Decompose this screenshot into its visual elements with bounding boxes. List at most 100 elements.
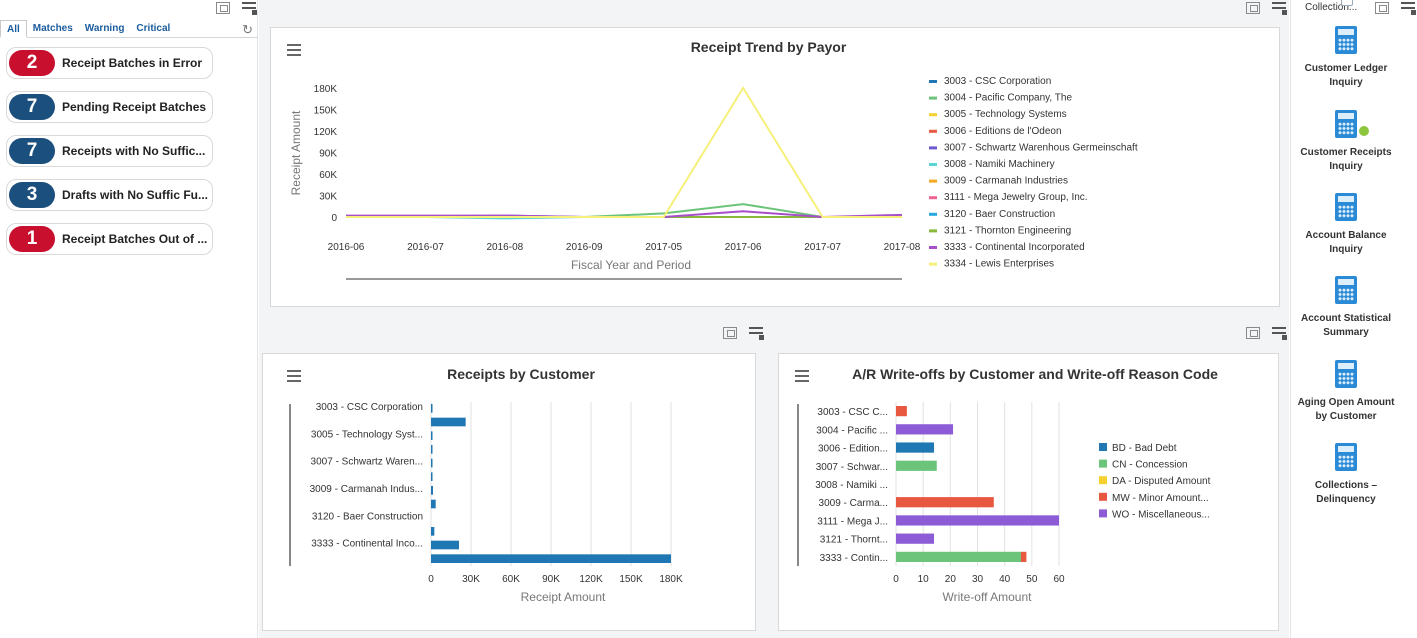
bar[interactable] [431, 540, 459, 550]
legend-swatch [929, 80, 937, 83]
maximize-icon[interactable] [1375, 2, 1389, 14]
calculator-icon [1335, 26, 1357, 54]
bar[interactable] [431, 431, 433, 440]
bar[interactable] [431, 404, 433, 413]
category-label: 3009 - Carma... [819, 498, 888, 509]
watchlist-tabs: All Matches Warning Critical [0, 20, 258, 38]
bar-segment[interactable] [896, 460, 937, 471]
x-axis-label: Fiscal Year and Period [571, 258, 691, 272]
y-tick-label: 120K [314, 127, 338, 138]
y-tick-label: 90K [319, 149, 337, 160]
y-tick-label: 180K [314, 84, 338, 95]
maximize-icon[interactable] [1246, 2, 1260, 14]
bar-segment[interactable] [896, 497, 994, 508]
springboard-item-account-balance[interactable]: Account Balance Inquiry [1291, 193, 1401, 257]
options-menu-icon[interactable] [1401, 2, 1416, 15]
watchlist-item[interactable]: 7 Pending Receipt Batches [6, 91, 213, 123]
watchlist-item-label: Pending Receipt Batches [62, 100, 207, 114]
x-tick-label: 60K [502, 574, 520, 585]
bar-segment[interactable] [1020, 551, 1027, 562]
chart-menu-icon[interactable] [287, 44, 301, 56]
watchlist-item-label: Receipts with No Suffic... [62, 144, 206, 158]
bar[interactable] [431, 445, 433, 454]
springboard-item-customer-ledger[interactable]: Customer Ledger Inquiry [1291, 26, 1401, 90]
x-tick-label: 40 [999, 574, 1011, 585]
category-label: 3005 - Technology Syst... [311, 429, 423, 440]
collapse-icon[interactable]: ⌃ [1341, 0, 1353, 6]
springboard-item-account-statistical[interactable]: Account Statistical Summary [1291, 276, 1401, 350]
maximize-icon[interactable] [723, 327, 737, 339]
springboard-item-customer-receipts[interactable]: Customer Receipts Inquiry [1291, 110, 1401, 174]
legend-entry: 3003 - CSC Corporation [944, 76, 1051, 87]
bar-segment[interactable] [896, 551, 1021, 562]
watchlist-item[interactable]: 1 Receipt Batches Out of ... [6, 223, 213, 255]
watchlist-item[interactable]: 3 Drafts with No Suffic Fu... [6, 179, 213, 211]
legend-swatch [929, 229, 937, 233]
bar[interactable] [431, 486, 433, 495]
maximize-icon[interactable] [1246, 327, 1260, 339]
tab-matches[interactable]: Matches [32, 23, 73, 34]
chart-title: Receipts by Customer [447, 366, 595, 382]
options-menu-icon[interactable] [1272, 327, 1287, 340]
search-icon [1357, 124, 1371, 138]
writeoff-chart: Write-off Amount 3003 - CSC C... 3004 - P… [797, 402, 1211, 604]
bar[interactable] [431, 458, 433, 468]
legend-entry: 3004 - Pacific Company, The [944, 93, 1072, 104]
options-menu-icon[interactable] [1272, 2, 1287, 15]
legend-swatch [1099, 476, 1107, 485]
chart-menu-icon[interactable] [287, 370, 301, 382]
count-badge: 3 [9, 182, 55, 208]
bar[interactable] [431, 417, 466, 427]
springboard-item-collections-delinquency[interactable]: Collections – Delinquency [1291, 443, 1401, 507]
legend-entry: BD - Bad Debt [1112, 443, 1177, 454]
legend-swatch [1099, 509, 1107, 518]
series-line[interactable] [346, 86, 902, 218]
y-tick-label: 150K [314, 106, 338, 117]
legend-entry: 3121 - Thornton Engineering [944, 225, 1071, 236]
tab-warning[interactable]: Warning [84, 23, 125, 34]
bar[interactable] [431, 554, 671, 563]
springboard-item-label: Aging Open Amount by Customer [1297, 397, 1395, 422]
maximize-icon[interactable] [216, 2, 230, 14]
legend-swatch [929, 96, 937, 100]
bar-segment[interactable] [896, 424, 954, 435]
legend-entry: MW - Minor Amount... [1112, 493, 1209, 504]
options-menu-icon[interactable] [749, 327, 764, 340]
legend-entry: CN - Concession [1112, 460, 1188, 471]
calculator-search-icon [1335, 110, 1357, 138]
bar[interactable] [431, 472, 433, 481]
watchlist-item-label: Receipt Batches in Error [62, 56, 203, 70]
count-badge: 1 [9, 226, 55, 252]
x-tick-label: 30 [972, 574, 984, 585]
category-label: 3003 - CSC Corporation [316, 402, 423, 413]
category-label: 3003 - CSC C... [817, 407, 888, 418]
springboard-item-label: Customer Receipts Inquiry [1300, 147, 1392, 172]
category-label: 3004 - Pacific ... [816, 425, 888, 436]
bar-segment[interactable] [896, 406, 907, 417]
tab-critical[interactable]: Critical [136, 23, 171, 34]
legend-entry: WO - Miscellaneous... [1112, 509, 1210, 520]
legend-entry: 3120 - Baer Construction [944, 209, 1055, 220]
options-menu-icon[interactable] [242, 2, 257, 15]
watchlist-item[interactable]: 2 Receipt Batches in Error [6, 47, 213, 79]
springboard-item-aging-open[interactable]: Aging Open Amount by Customer [1291, 360, 1401, 434]
x-tick-label: 30K [462, 574, 480, 585]
bar-segment[interactable] [896, 533, 935, 544]
x-tick-label: 20 [945, 574, 957, 585]
bar-segment[interactable] [896, 442, 935, 453]
chart-menu-icon[interactable] [795, 370, 809, 382]
bar-segment[interactable] [896, 515, 1059, 526]
tab-all[interactable]: All [0, 20, 27, 38]
refresh-icon[interactable]: ↻ [242, 22, 253, 37]
legend-entry: 3009 - Carmanah Industries [944, 176, 1068, 187]
watchlist-item[interactable]: 7 Receipts with No Suffic... [6, 135, 213, 167]
bar[interactable] [431, 527, 435, 536]
bar[interactable] [431, 499, 436, 509]
category-label: 3007 - Schwar... [816, 462, 888, 473]
legend-entry: 3005 - Technology Systems [944, 109, 1067, 120]
calculator-icon [1335, 276, 1357, 304]
chart-title: A/R Write-offs by Customer and Write-off… [852, 366, 1218, 382]
category-label: 3121 - Thornt... [820, 535, 888, 546]
legend-swatch [929, 146, 937, 150]
